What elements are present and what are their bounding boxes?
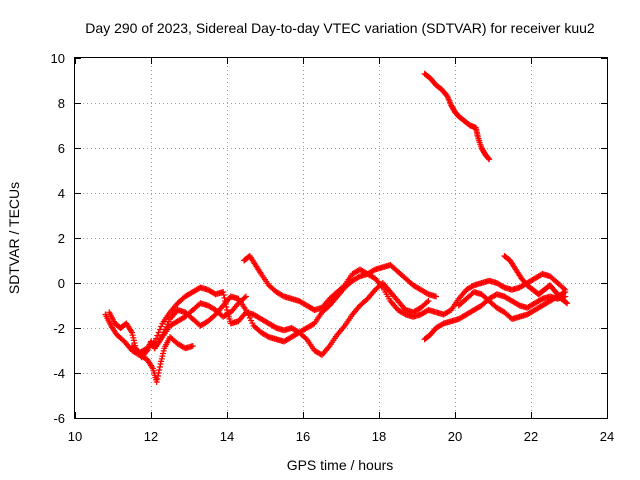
data-point bbox=[220, 292, 227, 298]
data-point bbox=[154, 332, 161, 339]
x-tick-label: 24 bbox=[600, 429, 614, 444]
data-point bbox=[560, 289, 567, 296]
data-point bbox=[562, 289, 569, 295]
y-tick-label: 8 bbox=[58, 96, 65, 111]
y-tick-label: -6 bbox=[53, 411, 65, 426]
data-point bbox=[154, 376, 161, 382]
data-point bbox=[564, 300, 571, 307]
data-point bbox=[433, 293, 439, 300]
x-tick-label: 12 bbox=[144, 429, 158, 444]
x-tick-label: 16 bbox=[296, 429, 310, 444]
data-point bbox=[425, 298, 432, 304]
y-tick-labels: -6 -4 -2 0 2 4 6 8 10 bbox=[51, 51, 65, 426]
x-tick-label: 18 bbox=[372, 429, 386, 444]
data-point bbox=[241, 294, 248, 301]
series-track-g bbox=[421, 291, 569, 343]
plot-frame bbox=[74, 57, 608, 419]
data-point bbox=[158, 323, 165, 330]
data-point bbox=[424, 299, 431, 306]
series-track-h bbox=[455, 289, 569, 322]
y-tick-label: -2 bbox=[53, 321, 65, 336]
data-point bbox=[164, 321, 171, 328]
data-point bbox=[155, 329, 162, 336]
y-tick-label: 6 bbox=[58, 141, 65, 156]
x-axis-label: GPS time / hours bbox=[287, 457, 394, 473]
data-point bbox=[189, 343, 196, 349]
series-track-f bbox=[421, 70, 493, 163]
x-tick-label: 14 bbox=[220, 429, 234, 444]
grid-lines bbox=[75, 58, 607, 418]
y-tick-label: 0 bbox=[58, 276, 65, 291]
x-tick-labels: 10 12 14 16 18 20 22 24 bbox=[68, 429, 614, 444]
y-tick-label: 2 bbox=[58, 231, 65, 246]
data-point bbox=[563, 299, 570, 306]
data-point bbox=[538, 296, 545, 303]
series-track-i bbox=[501, 253, 571, 307]
data-point bbox=[486, 156, 493, 163]
data-marks bbox=[102, 70, 571, 385]
x-tick-label: 20 bbox=[448, 429, 462, 444]
y-axis-label: SDTVAR / TECUs bbox=[6, 182, 22, 294]
series-track-a bbox=[102, 311, 196, 385]
y-tick-label: 4 bbox=[58, 186, 65, 201]
data-point bbox=[249, 320, 256, 327]
data-point bbox=[244, 309, 251, 316]
data-point bbox=[129, 332, 136, 339]
y-tick-label: -4 bbox=[53, 366, 65, 381]
data-point bbox=[159, 331, 166, 338]
x-tick-label: 10 bbox=[68, 429, 82, 444]
data-point bbox=[156, 367, 163, 373]
chart-title: Day 290 of 2023, Sidereal Day-to-day VTE… bbox=[85, 20, 595, 36]
data-point bbox=[515, 301, 522, 308]
data-point bbox=[243, 293, 249, 300]
y-tick-label: 10 bbox=[51, 51, 65, 66]
series-track-e bbox=[241, 253, 569, 320]
data-point bbox=[150, 339, 157, 346]
x-tick-label: 22 bbox=[524, 429, 538, 444]
series-track-d bbox=[151, 280, 432, 358]
